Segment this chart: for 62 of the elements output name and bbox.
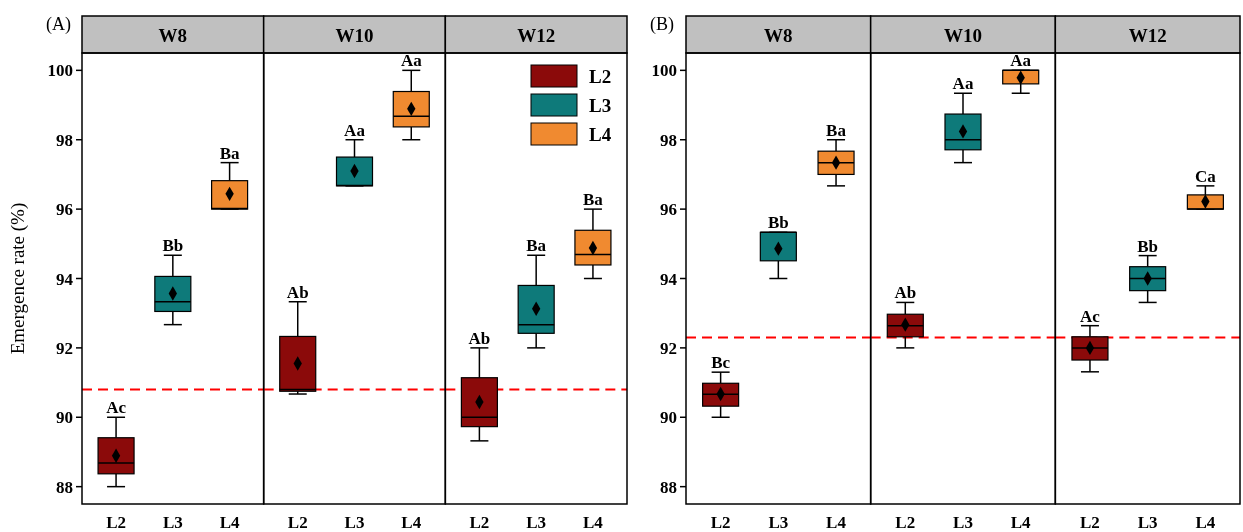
chart-title: W8 — [764, 24, 793, 46]
annotation: Aa — [1010, 51, 1032, 71]
y-tick-label: 100 — [651, 61, 677, 81]
y-tick-label: 98 — [660, 130, 677, 150]
y-tick-label: 96 — [660, 200, 677, 220]
y-tick-label: 90 — [56, 408, 73, 428]
text: (B) — [650, 14, 674, 35]
chart-title: W12 — [517, 24, 556, 46]
chart-title: W12 — [1128, 24, 1167, 46]
y-tick-label: 100 — [47, 61, 73, 81]
y-tick-label: 94 — [660, 269, 678, 289]
annotation: Ba — [583, 190, 604, 210]
x-tick-label: L2 — [710, 513, 731, 532]
x-tick-label: L4 — [1195, 513, 1216, 532]
annotation: Ab — [468, 328, 491, 348]
y-tick-label: 88 — [56, 477, 73, 497]
y-tick-label: 98 — [56, 130, 73, 150]
annotation: Ba — [826, 120, 847, 140]
y-tick-label: 94 — [56, 269, 74, 289]
chart-title: W10 — [944, 24, 982, 46]
x-tick-label: L3 — [768, 513, 789, 532]
x-tick-label: L4 — [826, 513, 847, 532]
x-tick-label: L2 — [1080, 513, 1100, 532]
x-tick-label: L2 — [895, 513, 916, 532]
x-tick-label: L2 — [106, 513, 126, 532]
annotation: Ab — [894, 283, 917, 303]
legend-label: L3 — [589, 95, 612, 116]
y-tick-label: 90 — [660, 408, 677, 428]
y-tick-label: 92 — [56, 338, 73, 358]
legend-label: L4 — [589, 124, 612, 145]
x-tick-label: L4 — [219, 513, 241, 532]
y-axis-title: Emergence rate (%) — [7, 202, 29, 355]
y-tick-label: 88 — [660, 477, 677, 497]
annotation: Ab — [286, 282, 309, 302]
x-tick-label: L3 — [162, 513, 183, 532]
x-tick-label: L4 — [1010, 513, 1032, 532]
annotation: Ac — [1080, 306, 1101, 326]
x-tick-label: L3 — [344, 513, 365, 532]
chart-title: W8 — [158, 24, 188, 46]
y-tick-label: 92 — [660, 338, 677, 358]
legend-label: L2 — [589, 66, 612, 87]
x-tick-label: L4 — [583, 513, 604, 532]
x-tick-label: L3 — [953, 513, 973, 532]
annotation: Aa — [952, 74, 974, 94]
x-tick-label: L2 — [469, 513, 490, 532]
annotation: Bb — [162, 236, 184, 256]
x-tick-label: L4 — [401, 513, 422, 532]
annotation: Bb — [1137, 236, 1159, 256]
annotation: Ca — [1194, 166, 1217, 186]
y-tick-label: 96 — [56, 200, 73, 220]
annotation: Aa — [344, 120, 366, 140]
annotation: Ba — [219, 143, 241, 163]
annotation: Bb — [767, 213, 789, 233]
annotation: Bc — [711, 353, 731, 373]
x-tick-label: L3 — [526, 513, 547, 532]
chart-title: W10 — [335, 24, 374, 46]
annotation: Ba — [526, 236, 547, 256]
x-tick-label: L2 — [287, 513, 308, 532]
x-tick-label: L3 — [1137, 513, 1158, 532]
annotation: Ac — [106, 398, 127, 418]
text: (A) — [46, 14, 71, 35]
annotation: Aa — [400, 51, 423, 71]
